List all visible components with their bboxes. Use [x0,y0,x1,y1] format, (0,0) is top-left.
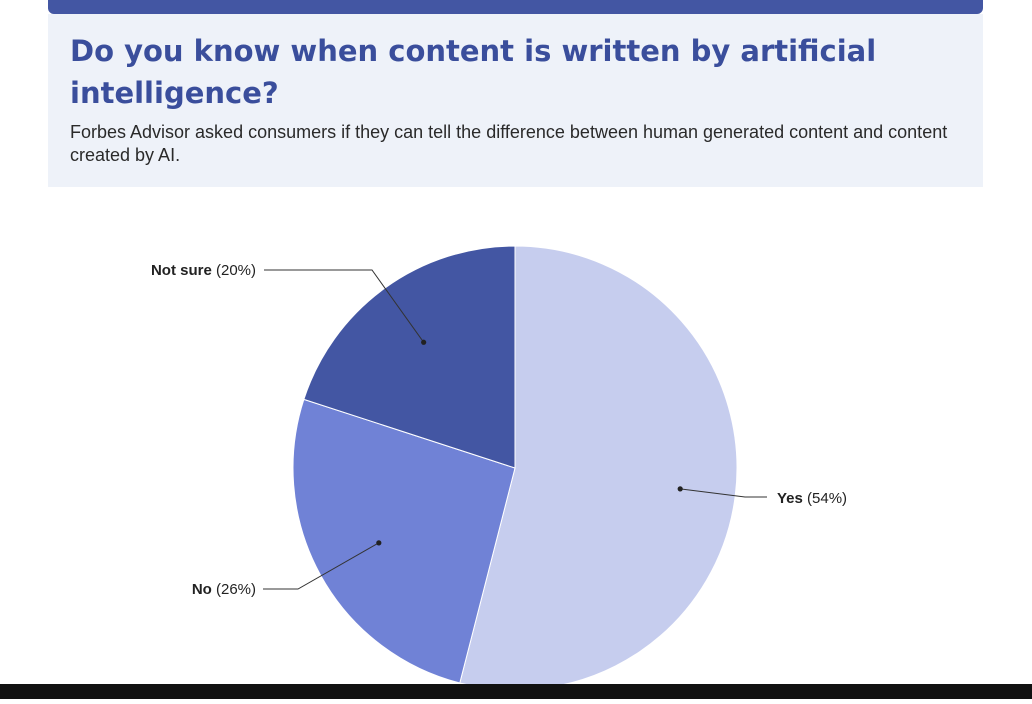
pie-slice-no [292,398,516,684]
leader-dot-not-sure [421,339,427,345]
pie-slice-not-sure [303,245,516,469]
leader-dot-yes [677,486,683,492]
chart-subtitle: Forbes Advisor asked consumers if they c… [70,122,948,165]
slice-label-name: Yes [777,490,803,507]
leader-line-not-sure [264,269,425,343]
leader-dot-no [376,540,382,546]
header-accent-bar [48,0,983,14]
slice-label-value: (54%) [803,490,847,507]
leader-line-no [263,542,380,590]
slice-label-yes: Yes (54%) [777,490,847,507]
leader-line-yes [680,488,767,498]
slice-label-name: No [192,581,212,598]
slice-label-name: Not sure [151,262,212,279]
chart-title: Do you know when content is written by a… [70,34,877,110]
footer-bar [0,684,1032,699]
slice-label-no: No (26%) [192,581,256,598]
slice-label-value: (20%) [212,262,256,279]
slice-label-value: (26%) [212,581,256,598]
slice-label-not-sure: Not sure (20%) [151,262,256,279]
chart-header: Do you know when content is written by a… [48,14,983,187]
